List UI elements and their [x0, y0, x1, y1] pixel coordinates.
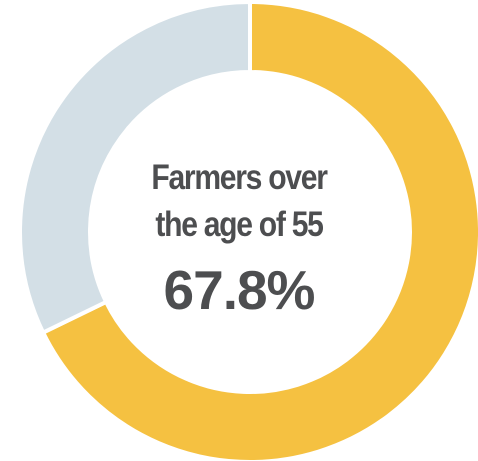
chart-title-line-2: the age of 55 — [155, 205, 324, 244]
chart-title-line-1: Farmers over — [151, 158, 328, 197]
center-percentage-label: 67.8% — [163, 259, 316, 321]
donut-slice-2 — [18, 0, 252, 336]
donut-slice-1 — [40, 0, 478, 461]
